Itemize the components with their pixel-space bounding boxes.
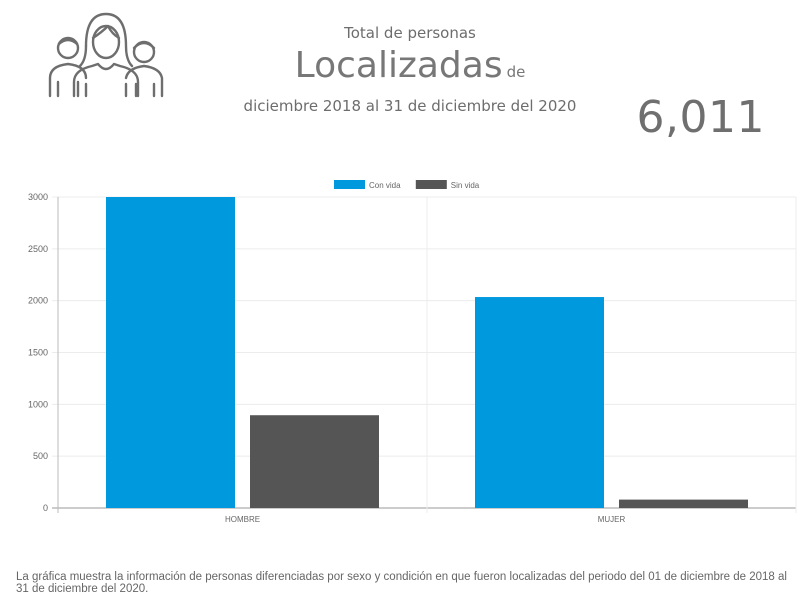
legend-swatch bbox=[334, 180, 365, 189]
legend-label: Sin vida bbox=[451, 181, 480, 190]
bar-con-vida bbox=[475, 297, 604, 508]
legend-label: Con vida bbox=[369, 181, 401, 190]
y-tick-label: 1500 bbox=[28, 348, 48, 358]
people-group-icon bbox=[48, 12, 164, 98]
header: Total de personas Localizadas de diciembr… bbox=[230, 22, 590, 116]
bar-con-vida bbox=[106, 197, 235, 508]
legend-swatch bbox=[415, 180, 447, 189]
y-tick-label: 3000 bbox=[28, 192, 48, 202]
total-count: 6,011 bbox=[636, 92, 765, 143]
subtitle: Total de personas bbox=[344, 24, 476, 42]
title-line: Localizadas de bbox=[230, 46, 590, 92]
y-tick-label: 0 bbox=[43, 503, 48, 513]
y-tick-label: 500 bbox=[33, 451, 48, 461]
chart-caption: La gráfica muestra la información de per… bbox=[16, 571, 787, 595]
x-tick-label: HOMBRE bbox=[225, 515, 260, 524]
bar-chart: 0 500 1000 1500 2000 2500 3000 HOMBRE MUJER Con v… bbox=[28, 180, 797, 524]
title-suffix: de bbox=[506, 63, 526, 81]
y-tick-label: 2500 bbox=[28, 244, 48, 254]
x-tick-label: MUJER bbox=[598, 515, 626, 524]
period-text: diciembre 2018 al 31 de diciembre del 20… bbox=[243, 97, 577, 115]
bar-sin-vida bbox=[250, 415, 379, 508]
y-tick-label: 2000 bbox=[28, 296, 48, 306]
bar-sin-vida bbox=[619, 499, 748, 508]
y-tick-label: 1000 bbox=[28, 399, 48, 409]
page-title: Localizadas bbox=[294, 45, 503, 86]
